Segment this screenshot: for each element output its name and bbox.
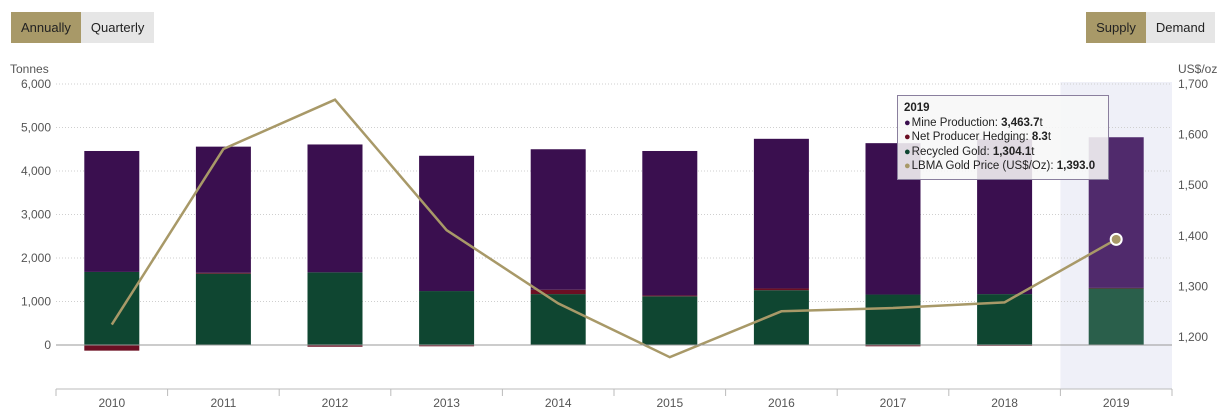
bar-recycled xyxy=(419,291,475,345)
bar-hedging xyxy=(642,295,698,297)
quarterly-button[interactable]: Quarterly xyxy=(80,12,155,43)
y-tick-left: 2,000 xyxy=(21,251,51,265)
y-tick-left: 6,000 xyxy=(21,77,51,91)
bar-mine xyxy=(307,144,363,273)
bar-recycled xyxy=(530,294,586,345)
x-tick-label: 2019 xyxy=(1103,396,1130,410)
x-tick-label: 2010 xyxy=(98,396,125,410)
bullet-icon: ● xyxy=(904,116,911,129)
tooltip-title: 2019 xyxy=(904,102,930,114)
supply-button[interactable]: Supply xyxy=(1086,12,1146,43)
tooltip-unit: t xyxy=(1031,145,1035,158)
y-tick-right: 1,400 xyxy=(1178,229,1208,243)
x-tick-label: 2011 xyxy=(210,396,236,410)
x-tick-label: 2017 xyxy=(880,396,907,410)
tooltip-unit: t xyxy=(1039,116,1043,129)
tooltip-label: Net Producer Hedging: xyxy=(911,131,1032,143)
bullet-icon: ● xyxy=(904,160,911,172)
x-tick-label: 2016 xyxy=(768,396,795,410)
bar-hedging xyxy=(753,288,809,291)
x-tick-label: 2012 xyxy=(322,396,349,410)
y-tick-right: 1,300 xyxy=(1178,279,1208,293)
y-axis-right-label: US$/oz xyxy=(1178,62,1217,76)
tooltip-label: Mine Production: xyxy=(911,116,1002,129)
period-toggle: Annually Quarterly xyxy=(11,12,155,43)
bar-mine xyxy=(642,150,698,296)
tooltip: 2019 ●Mine Production: 3,463.7t ●Net Pro… xyxy=(897,95,1109,180)
bar-recycled xyxy=(642,296,698,345)
y-tick-right: 1,700 xyxy=(1178,77,1208,91)
y-tick-right: 1,600 xyxy=(1178,128,1208,142)
bar-hedging xyxy=(1088,287,1144,289)
bar-mine xyxy=(753,138,809,289)
tooltip-row-price: ●LBMA Gold Price (US$/Oz): 1,393.0 xyxy=(904,159,1102,174)
bar-recycled xyxy=(865,294,921,345)
bar-recycled xyxy=(753,290,809,345)
bar-recycled xyxy=(195,273,251,345)
tooltip-row-mine: ●Mine Production: 3,463.7t xyxy=(904,116,1102,131)
bar-hedging xyxy=(307,345,363,347)
bar-recycled xyxy=(307,272,363,345)
bar-hedging xyxy=(195,272,251,274)
y-tick-left: 4,000 xyxy=(21,164,51,178)
bar-mine xyxy=(195,146,251,273)
price-point-highlight xyxy=(1109,232,1123,246)
bar-mine xyxy=(84,150,140,272)
y-tick-right: 1,200 xyxy=(1178,330,1208,344)
tooltip-row-recycled: ●Recycled Gold: 1,304.1t xyxy=(904,145,1102,160)
bar-hedging xyxy=(530,289,586,295)
y-tick-right: 1,500 xyxy=(1178,178,1208,192)
bar-hedging xyxy=(84,345,140,351)
tooltip-value: 1,304.1 xyxy=(992,145,1032,158)
x-tick-label: 2013 xyxy=(433,396,460,410)
bar-hedging xyxy=(419,345,475,347)
tooltip-label: Recycled Gold: xyxy=(911,145,993,158)
tooltip-value: 8.3 xyxy=(1031,131,1048,143)
price-line xyxy=(110,98,1117,359)
bullet-icon: ● xyxy=(904,145,911,158)
bullet-icon: ● xyxy=(904,131,911,143)
x-tick-label: 2014 xyxy=(545,396,572,410)
bar-recycled xyxy=(1088,288,1144,345)
annually-button[interactable]: Annually xyxy=(11,12,81,43)
y-tick-left: 5,000 xyxy=(21,121,51,135)
y-axis-left-label: Tonnes xyxy=(10,62,49,76)
tooltip-label: LBMA Gold Price (US$/Oz): xyxy=(911,160,1057,172)
tooltip-row-hedging: ●Net Producer Hedging: 8.3t xyxy=(904,130,1102,145)
tooltip-value: 3,463.7 xyxy=(1001,116,1040,129)
y-tick-left: 1,000 xyxy=(21,295,51,309)
x-tick-label: 2015 xyxy=(656,396,683,410)
demand-button[interactable]: Demand xyxy=(1145,12,1215,43)
y-tick-left: 0 xyxy=(44,338,51,352)
view-toggle: Supply Demand xyxy=(1086,12,1215,43)
tooltip-unit: t xyxy=(1047,131,1052,143)
x-tick-label: 2018 xyxy=(991,396,1018,410)
tooltip-value: 1,393.0 xyxy=(1056,160,1096,172)
bar-mine xyxy=(419,155,475,292)
tooltip-rows: ●Mine Production: 3,463.7t ●Net Producer… xyxy=(904,116,1102,174)
bar-hedging xyxy=(865,345,921,347)
y-tick-left: 3,000 xyxy=(21,208,51,222)
bar-mine xyxy=(530,149,586,290)
bar-recycled xyxy=(84,271,140,345)
